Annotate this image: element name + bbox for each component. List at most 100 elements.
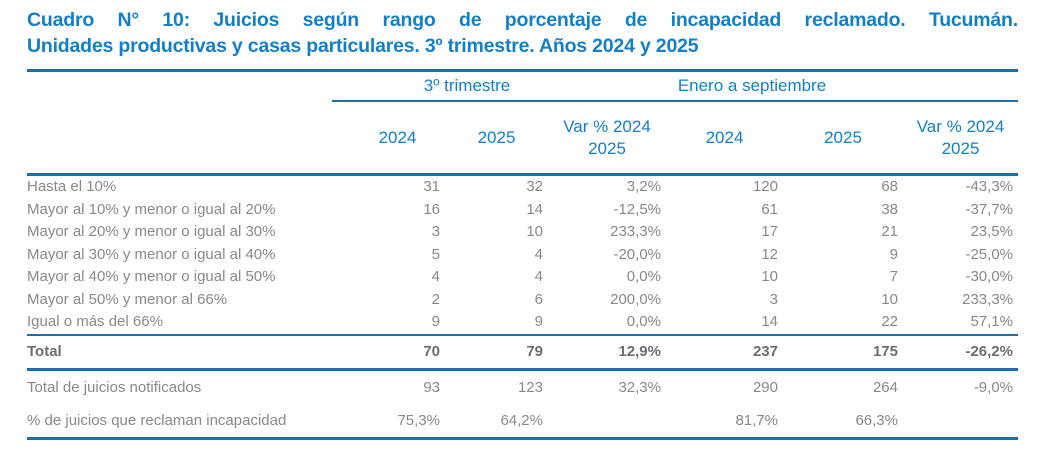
- value-cell: 7: [889, 268, 898, 285]
- value-cell: 21: [881, 223, 898, 240]
- column-header-2025-q3: 2025: [477, 127, 516, 147]
- value-cell: [548, 404, 666, 437]
- value-cell: -9,0%: [973, 378, 1013, 396]
- group-header-3-trimestre: 3º trimestre: [423, 76, 511, 95]
- value-cell: 16: [423, 200, 440, 218]
- value-cell: 120: [752, 178, 778, 195]
- column-header-2024-q3: 2024: [378, 127, 417, 147]
- table-row: Mayor al 40% y menor o igual al 50% 4 4 …: [27, 266, 1018, 289]
- row-label: % de juicios que reclaman incapacidad: [27, 411, 287, 429]
- value-cell: -26,2%: [965, 342, 1013, 360]
- row-label: Mayor al 50% y menor al 66%: [27, 290, 228, 308]
- value-cell: 10: [761, 268, 778, 285]
- column-header-var-q3: Var % 2024 2025: [563, 116, 651, 158]
- value-cell: 264: [872, 378, 898, 396]
- row-label: Mayor al 30% y menor o igual al 40%: [27, 245, 276, 263]
- column-header-2024-ytd: 2024: [705, 127, 744, 147]
- value-cell: 3,2%: [626, 178, 661, 195]
- group-header-underline: [332, 100, 1018, 102]
- group-header-enero-septiembre: Enero a septiembre: [677, 76, 827, 95]
- value-cell: 32: [526, 178, 543, 195]
- row-label: Hasta el 10%: [27, 178, 117, 195]
- value-cell: 0,0%: [626, 268, 661, 285]
- title-line-2: Unidades productivas y casas particulare…: [27, 35, 699, 57]
- value-cell: 38: [881, 200, 898, 218]
- value-cell: 66,3%: [855, 411, 898, 429]
- value-cell: -25,0%: [965, 245, 1013, 263]
- value-cell: 123: [517, 378, 543, 396]
- value-cell: 2: [431, 290, 440, 308]
- value-cell: 57,1%: [970, 313, 1013, 330]
- value-cell: 81,7%: [735, 411, 778, 429]
- total-row: Total 70 79 12,9% 237 175 -26,2%: [27, 336, 1018, 368]
- table-row: Mayor al 50% y menor al 66% 2 6 200,0% 3…: [27, 289, 1018, 312]
- value-cell: 175: [872, 342, 898, 360]
- row-label: Total: [27, 342, 62, 360]
- value-cell: 5: [431, 245, 440, 263]
- value-cell: -43,3%: [965, 178, 1013, 195]
- value-cell: 290: [752, 378, 778, 396]
- table-row: Mayor al 10% y menor o igual al 20% 16 1…: [27, 199, 1018, 222]
- value-cell: 200,0%: [610, 290, 661, 308]
- value-cell: 3: [431, 223, 440, 240]
- value-cell: 9: [431, 313, 440, 330]
- value-cell: -30,0%: [965, 268, 1013, 285]
- row-label: Mayor al 20% y menor o igual al 30%: [27, 223, 276, 240]
- value-cell: 0,0%: [626, 313, 661, 330]
- table-row: Hasta el 10% 31 32 3,2% 120 68 -43,3%: [27, 176, 1018, 199]
- group-header-row: 3º trimestre Enero a septiembre: [27, 72, 1018, 100]
- value-cell: 14: [761, 313, 778, 330]
- value-cell: 9: [889, 245, 898, 263]
- value-cell: -12,5%: [613, 200, 661, 218]
- column-header-2025-ytd: 2025: [824, 127, 862, 147]
- table-row: Igual o más del 66% 9 9 0,0% 14 22 57,1%: [27, 311, 1018, 334]
- value-cell: 17: [761, 223, 778, 240]
- row-label: Mayor al 40% y menor o igual al 50%: [27, 268, 276, 285]
- value-cell: 31: [423, 178, 440, 195]
- value-cell: 79: [526, 342, 543, 360]
- value-cell: 10: [881, 290, 898, 308]
- row-label: Total de juicios notificados: [27, 378, 202, 396]
- column-header-var-ytd: Var % 2024 2025: [916, 116, 1005, 158]
- header-separator-rule: [27, 173, 1018, 176]
- value-cell: 22: [881, 313, 898, 330]
- value-cell: 3: [769, 290, 778, 308]
- value-cell: 70: [423, 342, 440, 360]
- value-cell: 32,3%: [618, 378, 661, 396]
- value-cell: -37,7%: [965, 200, 1013, 218]
- value-cell: 233,3%: [962, 290, 1013, 308]
- total-bottom-rule: [27, 367, 1018, 371]
- value-cell: 237: [752, 342, 778, 360]
- value-cell: 12: [761, 245, 778, 263]
- value-cell: 23,5%: [970, 223, 1013, 240]
- value-cell: 61: [761, 200, 778, 218]
- column-header-row: 2024 2025 Var % 2024 2025 2024 2025 Var …: [27, 102, 1018, 173]
- value-cell: 4: [534, 245, 543, 263]
- footer-row-porcentaje: % de juicios que reclaman incapacidad 75…: [27, 404, 1018, 437]
- table-row: Mayor al 30% y menor o igual al 40% 5 4 …: [27, 244, 1018, 267]
- title-line-1: Cuadro N° 10: Juicios según rango de por…: [27, 9, 1018, 31]
- table-title: Cuadro N° 10: Juicios según rango de por…: [27, 7, 1018, 59]
- table-top-border: [27, 69, 1018, 72]
- value-cell: 10: [526, 223, 543, 240]
- value-cell: 93: [423, 378, 440, 396]
- table-row: Mayor al 20% y menor o igual al 30% 3 10…: [27, 221, 1018, 244]
- value-cell: 12,9%: [618, 342, 661, 360]
- value-cell: 68: [881, 178, 898, 195]
- value-cell: 233,3%: [610, 223, 661, 240]
- value-cell: 6: [534, 290, 543, 308]
- value-cell: 4: [431, 268, 440, 285]
- value-cell: 9: [534, 313, 543, 330]
- value-cell: 14: [526, 200, 543, 218]
- row-label: Mayor al 10% y menor o igual al 20%: [27, 200, 276, 218]
- value-cell: 75,3%: [397, 411, 440, 429]
- footer-row-notificados: Total de juicios notificados 93 123 32,3…: [27, 371, 1018, 404]
- value-cell: [903, 404, 1018, 437]
- value-cell: 64,2%: [500, 411, 543, 429]
- table-bottom-border: [27, 436, 1018, 440]
- total-top-rule: [27, 333, 1018, 336]
- value-cell: 4: [534, 268, 543, 285]
- value-cell: -20,0%: [613, 245, 661, 263]
- data-table: 3º trimestre Enero a septiembre 2024 202…: [27, 69, 1018, 440]
